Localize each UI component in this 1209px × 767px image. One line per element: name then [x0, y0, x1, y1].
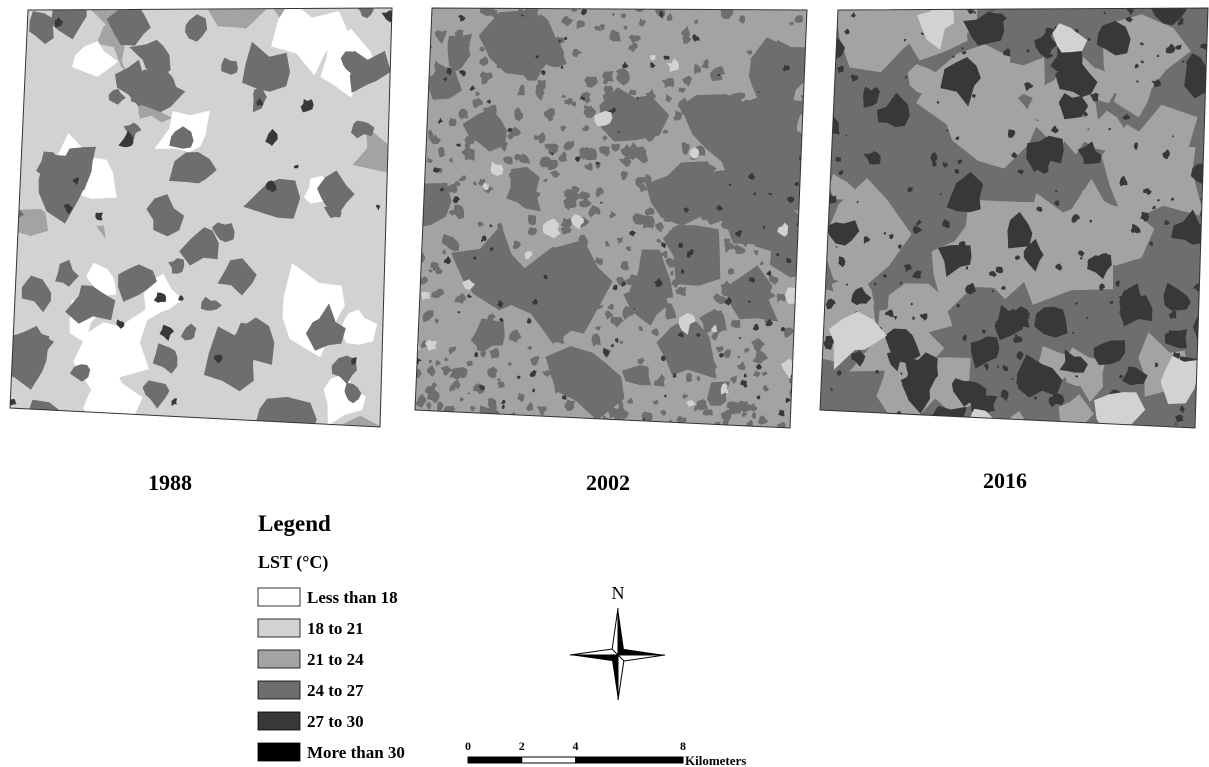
map-patch [798, 347, 810, 359]
map-patch [409, 66, 422, 78]
legend-swatch [258, 588, 300, 606]
map-patch [800, 166, 810, 177]
map-patch [419, 181, 424, 186]
map-patch [795, 412, 807, 424]
legend-label: Less than 18 [307, 588, 398, 607]
map-year: 2002 [586, 470, 630, 495]
map-patch [449, 118, 457, 126]
map-patch [805, 87, 811, 95]
north-label: N [612, 583, 625, 603]
map-patch [802, 359, 810, 368]
legend-label: 21 to 24 [307, 650, 364, 669]
map-year: 1988 [148, 470, 192, 495]
map-patch [552, 423, 560, 431]
map-patch [515, 417, 527, 431]
map-patch [792, 415, 800, 426]
map-patch [444, 423, 448, 427]
map-patch [1094, 392, 1145, 433]
map-panel [791, 0, 1209, 447]
map-patch [995, 322, 998, 326]
map-patch [493, 426, 496, 430]
scale-label: 4 [573, 739, 579, 753]
map-patch [417, 222, 421, 226]
map-patch [1039, 421, 1045, 427]
map-patch [577, 421, 582, 428]
map-patch [1197, 398, 1204, 407]
legend-label: More than 30 [307, 743, 405, 762]
map-patch [996, 267, 1004, 274]
map-patch [821, 122, 827, 128]
legend-swatch [258, 743, 300, 761]
map-patch [830, 27, 832, 30]
map-patch [418, 269, 420, 272]
map-panel [0, 0, 464, 471]
map-patch [1203, 387, 1206, 389]
legend-subtitle: LST (°C) [258, 552, 328, 573]
map-patch [797, 346, 801, 351]
legend-swatch [258, 681, 300, 699]
map-patch [862, 417, 881, 437]
map-patch [587, 422, 592, 428]
map-patch [1197, 396, 1205, 404]
map-patch [800, 197, 807, 205]
map-patch [798, 376, 803, 381]
map-patch [415, 133, 422, 140]
map-patch [416, 97, 427, 110]
map-patch [956, 417, 962, 424]
legend-swatch [258, 712, 300, 730]
legend-label: 27 to 30 [307, 712, 364, 731]
legend-label: 24 to 27 [307, 681, 364, 700]
legend-swatch [258, 619, 300, 637]
map-patch [412, 90, 422, 97]
map-patch [447, 418, 451, 423]
map-patch [459, 416, 467, 426]
map-patch [423, 95, 429, 101]
scale-label: 8 [680, 739, 686, 753]
map-patch [856, 416, 865, 425]
legend-label: 18 to 21 [307, 619, 364, 638]
scale-segment [576, 757, 684, 763]
figure: 1988 2002 2016 Legend LST (°C) Less than… [0, 0, 1209, 767]
scale-unit: Kilometers [685, 753, 746, 767]
map-panel [400, 3, 831, 437]
scale-segment [468, 757, 522, 763]
scale-label: 0 [465, 739, 471, 753]
map-patch [417, 91, 421, 97]
map-patch [419, 11, 431, 20]
map-patch [572, 7, 577, 12]
scale-label: 2 [519, 739, 525, 753]
map-year: 2016 [983, 468, 1027, 493]
map-patch [413, 158, 419, 164]
map-patch [828, 90, 833, 96]
scale-segment [522, 757, 576, 763]
map-patch [424, 21, 428, 27]
north-arrow: N [570, 583, 665, 700]
legend-title: Legend [258, 511, 331, 536]
map-patch [592, 419, 604, 433]
legend-swatch [258, 650, 300, 668]
map-patch [800, 408, 802, 410]
map-patch [443, 406, 455, 414]
